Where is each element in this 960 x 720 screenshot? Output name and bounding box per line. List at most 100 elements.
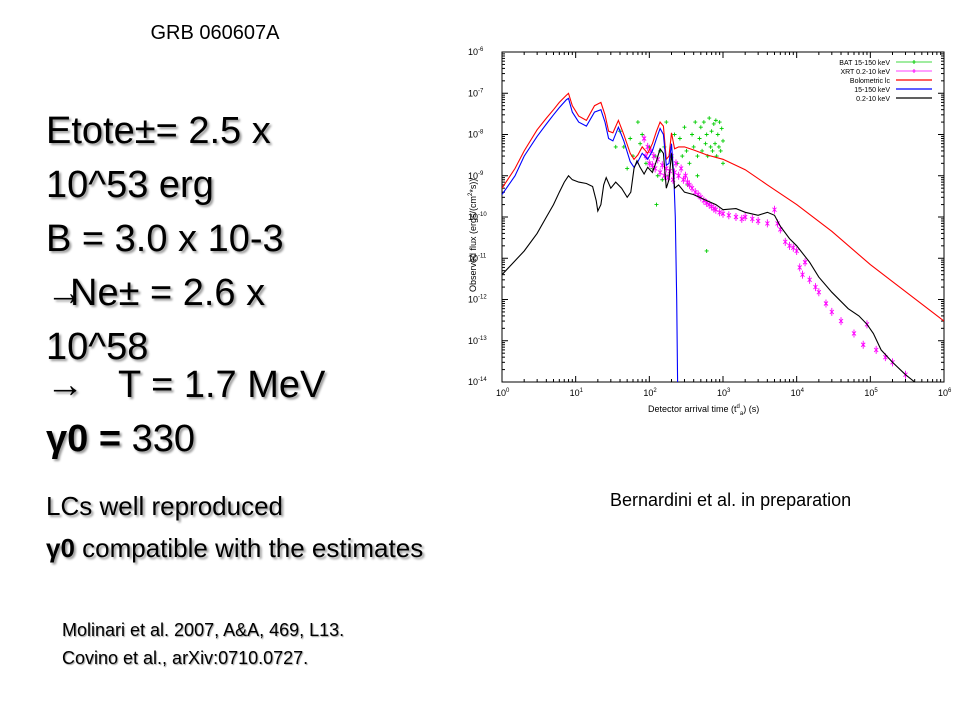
pair-number-text: Ne± = 2.6 x — [70, 272, 266, 314]
series-xrt-0-2-10-kev-point — [873, 345, 879, 354]
series-bat-15-150-kev-point — [707, 116, 712, 121]
temperature-text: T = 1.7 MeV — [118, 364, 326, 406]
field-line: B = 3.0 x 10-3 — [46, 218, 284, 260]
series-bat-15-150-kev-point — [660, 177, 665, 182]
series-xrt-0-2-10-kev-point — [860, 340, 866, 349]
plot-credit: Bernardini et al. in preparation — [610, 490, 852, 510]
legend-marker-bat-15-150-kev — [912, 60, 916, 64]
series-bat-15-150-kev-point — [704, 132, 709, 137]
y-tick-label: 10-8 — [468, 130, 484, 140]
series-xrt-0-2-10-kev-point — [701, 196, 707, 205]
series-xrt-0-2-10-kev-point — [823, 299, 829, 308]
series-xrt-0-2-10-kev-point — [802, 258, 808, 267]
series-xrt-0-2-10-kev-point — [683, 171, 688, 180]
series-xrt-0-2-10-kev-point — [765, 219, 770, 228]
legend-label-bat-15-150-kev: BAT 15-150 keV — [839, 60, 890, 67]
series-0-2-10-kev-line — [502, 147, 916, 382]
y-tick-label: 10-11 — [468, 253, 487, 263]
series-bat-15-150-kev-point — [710, 148, 715, 153]
lorentz-factor-line: γ0 = 330 — [46, 412, 195, 466]
series-bat-15-150-kev-point — [708, 144, 713, 149]
series-xrt-0-2-10-kev-point — [647, 159, 652, 168]
series-xrt-0-2-10-kev-point — [813, 283, 818, 292]
y-axis-label: Observed flux (ergs/(cm2*s)) — [468, 179, 478, 292]
y-tick-label: 10-12 — [468, 295, 487, 305]
series-bat-15-150-kev-point — [709, 129, 714, 134]
series-bat-15-150-kev-point — [695, 154, 700, 159]
y-tick-label: 10-9 — [468, 171, 484, 181]
series-bat-15-150-kev-point — [698, 125, 703, 130]
series-xrt-0-2-10-kev-point — [643, 152, 649, 161]
y-tick-label: 10-7 — [468, 88, 484, 98]
series-xrt-0-2-10-kev-point — [838, 317, 844, 326]
x-tick-label: 101 — [570, 388, 584, 398]
conclusion-2: γ0 compatible with the estimates — [46, 532, 423, 565]
series-xrt-0-2-10-kev-point — [790, 243, 796, 252]
conclusion-2-symbol: γ0 — [46, 533, 75, 563]
series-xrt-0-2-10-kev-point — [797, 263, 803, 272]
arrow-right-icon: → — [46, 364, 84, 406]
legend-label-15-150-kev: 15-150 keV — [854, 87, 890, 94]
series-xrt-0-2-10-kev-point — [772, 205, 777, 214]
y-tick-label: 10-13 — [468, 336, 487, 346]
y-tick-label: 10-10 — [468, 212, 487, 222]
series-bat-15-150-kev-point — [703, 141, 708, 146]
series-bat-15-150-kev-point — [693, 120, 698, 125]
series-bat-15-150-kev-point — [713, 141, 718, 146]
series-xrt-0-2-10-kev-point — [807, 275, 812, 284]
series-bat-15-150-kev-point — [701, 120, 706, 125]
series-bat-15-150-kev-point — [613, 144, 618, 149]
series-bat-15-150-kev-point — [704, 248, 709, 253]
series-xrt-0-2-10-kev-point — [816, 288, 822, 297]
legend-label-xrt-0-2-10-kev: XRT 0.2-10 keV — [840, 69, 890, 76]
series-bat-15-150-kev-point — [721, 161, 725, 166]
series-bat-15-150-kev-point — [677, 136, 682, 141]
pair-number-line: →Ne± = 2.6 x — [46, 266, 265, 320]
series-bat-15-150-kev-point — [691, 144, 696, 149]
series-bat-15-150-kev-point — [684, 148, 689, 153]
lorentz-symbol: γ0 = — [46, 418, 122, 460]
x-tick-label: 103 — [717, 388, 731, 398]
series-xrt-0-2-10-kev-point — [673, 159, 679, 168]
series-xrt-0-2-10-kev-point — [720, 209, 726, 218]
series-xrt-0-2-10-kev-point — [676, 171, 681, 180]
series-bat-15-150-kev-point — [690, 132, 695, 137]
conclusion-1: LCs well reproduced — [46, 491, 284, 521]
series-bat-15-150-kev-point — [682, 125, 687, 130]
series-xrt-0-2-10-kev-point — [681, 175, 686, 184]
series-bat-15-150-kev-point — [655, 173, 660, 178]
series-xrt-0-2-10-kev-point — [739, 214, 745, 223]
series-xrt-0-2-10-kev-point — [829, 307, 835, 316]
series-bat-15-150-kev-point — [628, 136, 633, 141]
x-axis-label: Detector arrival time (tda) (s) — [648, 404, 759, 417]
series-bolometric-lc-line — [502, 92, 944, 322]
series-xrt-0-2-10-kev-point — [685, 178, 690, 187]
legend-marker-xrt-0-2-10-kev — [912, 69, 916, 73]
reference-2: Covino et al., arXiv:0710.0727. — [62, 648, 309, 668]
temperature-line: → T = 1.7 MeV — [46, 358, 325, 412]
slide-title: GRB 060607A — [150, 22, 280, 44]
series-bat-15-150-kev-point — [717, 120, 722, 125]
series-xrt-0-2-10-kev-point — [645, 142, 651, 151]
series-bat-15-150-kev-point — [672, 132, 677, 137]
x-tick-label: 102 — [643, 388, 657, 398]
x-tick-label: 104 — [791, 388, 805, 398]
series-bat-15-150-kev-point — [638, 141, 643, 146]
series-bat-15-150-kev-point — [716, 144, 721, 149]
series-bat-15-150-kev-point — [664, 120, 669, 125]
series-xrt-0-2-10-kev-point — [787, 241, 792, 250]
series-xrt-0-2-10-kev-point — [713, 205, 719, 214]
series-xrt-0-2-10-kev-point — [794, 246, 799, 255]
series-xrt-0-2-10-kev-point — [641, 134, 647, 143]
series-xrt-0-2-10-kev-point — [651, 152, 657, 161]
conclusion-2-text: compatible with the estimates — [74, 533, 424, 563]
series-bat-15-150-kev-point — [719, 126, 724, 131]
series-xrt-0-2-10-kev-point — [689, 184, 695, 193]
series-xrt-0-2-10-kev-point — [733, 213, 739, 221]
series-15-150-kev-line — [502, 97, 679, 382]
series-bat-15-150-kev-point — [680, 154, 685, 159]
series-xrt-0-2-10-kev-point — [717, 208, 722, 217]
legend-label-0-2-10-kev: 0.2-10 keV — [856, 96, 890, 103]
series-xrt-0-2-10-kev-point — [742, 213, 748, 221]
x-tick-label: 105 — [864, 388, 878, 398]
